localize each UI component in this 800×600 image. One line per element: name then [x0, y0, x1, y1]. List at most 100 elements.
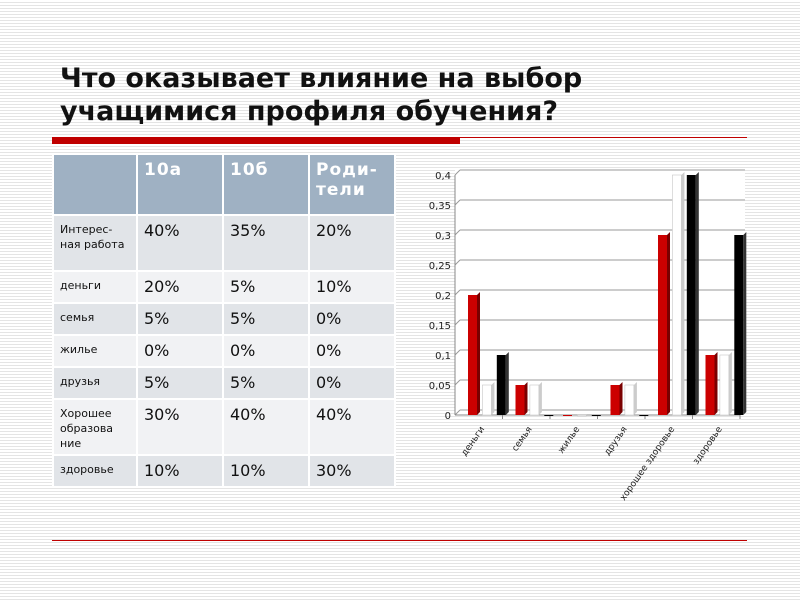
cell-value: 5% — [222, 302, 310, 336]
table-row: семья 5% 5% 0% — [52, 302, 396, 336]
data-table: 10а 10б Роди-тели Интерес-ная работа 40% 3… — [52, 153, 396, 488]
bar-side — [728, 352, 732, 415]
table-row: деньги 20% 5% 10% — [52, 270, 396, 304]
bar-side — [695, 172, 699, 415]
cell-value: 0% — [308, 302, 396, 336]
bar-10б-5 — [719, 354, 730, 416]
header-10a: 10а — [136, 153, 224, 216]
bar-chart: 0 0,05 0,1 0,15 0,2 0,25 0,3 0,35 0,4 деньги семья… — [429, 169, 747, 503]
cell-value: 0% — [222, 334, 310, 368]
header-empty — [52, 153, 138, 216]
bar-side — [538, 382, 542, 415]
cell-value: 5% — [136, 302, 224, 336]
y-tick-label: 0,35 — [429, 201, 451, 212]
bar-side — [743, 232, 747, 415]
cell-value: 0% — [308, 366, 396, 400]
cell-value: 40% — [222, 398, 310, 456]
cell-value: 40% — [136, 214, 224, 272]
cell-value: 10% — [222, 454, 310, 488]
footer-rule — [52, 540, 747, 541]
y-tick-label: 0,05 — [429, 381, 451, 392]
gridline-depth — [454, 319, 461, 326]
header-parents: Роди-тели — [308, 153, 396, 216]
y-tick-label: 0,4 — [435, 171, 451, 182]
row-label: жилье — [52, 334, 138, 368]
cell-value: 40% — [308, 398, 396, 456]
bar-Родители-3 — [639, 415, 649, 416]
gridline-depth — [454, 169, 461, 176]
row-label: деньги — [52, 270, 138, 304]
cell-value: 20% — [308, 214, 396, 272]
bar-10б-1 — [529, 384, 540, 416]
x-tick-label: жилье — [556, 425, 582, 456]
table-header-row: 10а 10б Роди-тели — [52, 153, 396, 216]
row-label: Интерес-ная работа — [52, 214, 138, 272]
gridline-depth — [454, 199, 461, 206]
x-tick-label: здоровье — [691, 425, 725, 467]
gridline-depth — [454, 259, 461, 266]
table-row: здоровье 10% 10% 30% — [52, 454, 396, 488]
gridline-depth — [454, 229, 461, 236]
x-tick-label: хорошее здоровье — [618, 425, 677, 503]
cell-value: 30% — [308, 454, 396, 488]
bar-side — [619, 382, 623, 415]
bar-Родители-4 — [686, 175, 696, 415]
bar-10а-1 — [515, 385, 525, 415]
gridline-depth — [454, 349, 461, 356]
cell-value: 0% — [308, 334, 396, 368]
x-tick-label: семья — [510, 425, 534, 454]
table-row: Хорошее образова ние 30% 40% 40% — [52, 398, 396, 456]
y-tick-label: 0,1 — [435, 351, 451, 362]
cell-value: 5% — [136, 366, 224, 400]
bar-side — [681, 172, 685, 415]
row-label: друзья — [52, 366, 138, 400]
bar-10а-3 — [610, 385, 620, 415]
gridline-depth — [454, 289, 461, 296]
y-tick-label: 0,25 — [429, 261, 451, 272]
bar-10б-0 — [482, 384, 492, 416]
title-accent-bar — [52, 137, 460, 144]
bar-10а-5 — [705, 355, 715, 415]
bar-10а-0 — [468, 295, 477, 415]
cell-value: 10% — [136, 454, 224, 488]
y-tick-label: 0,15 — [429, 321, 451, 332]
y-tick-label: 0,2 — [435, 291, 451, 302]
title-line-2: учащимися профиля обучения? — [60, 96, 559, 127]
row-label: здоровье — [52, 454, 138, 488]
bar-10б-2 — [577, 414, 587, 417]
row-label: Хорошее образова ние — [52, 398, 138, 456]
gridline-depth — [454, 379, 461, 386]
bar-side — [667, 232, 670, 415]
bar-side — [477, 292, 480, 415]
slide-title: Что оказывает влияние на выбор учащимися … — [60, 62, 582, 128]
bar-side — [524, 382, 528, 415]
bar-side — [714, 352, 718, 415]
table-row: жилье 0% 0% 0% — [52, 334, 396, 368]
bar-10а-4 — [658, 235, 667, 415]
bar-10б-4 — [672, 174, 682, 416]
bar-Родители-1 — [544, 415, 554, 416]
cell-value: 20% — [136, 270, 224, 304]
cell-value: 10% — [308, 270, 396, 304]
y-tick-label: 0,3 — [435, 231, 451, 242]
x-tick-label: деньги — [460, 425, 488, 458]
cell-value: 5% — [222, 366, 310, 400]
bar-10б-3 — [624, 384, 635, 416]
bar-Родители-5 — [734, 235, 744, 415]
bar-side — [633, 382, 637, 415]
x-tick-label: друзья — [603, 425, 630, 458]
table-row: Интерес-ная работа 40% 35% 20% — [52, 214, 396, 272]
bar-10а-2 — [563, 415, 572, 416]
cell-value: 0% — [136, 334, 224, 368]
cell-value: 30% — [136, 398, 224, 456]
header-10b: 10б — [222, 153, 310, 216]
gridline-depth — [454, 409, 461, 416]
cell-value: 5% — [222, 270, 310, 304]
bar-side — [505, 352, 509, 415]
table-row: друзья 5% 5% 0% — [52, 366, 396, 400]
y-tick-label: 0 — [445, 411, 451, 422]
bar-side — [491, 382, 495, 415]
bar-Родители-2 — [591, 415, 601, 416]
row-label: семья — [52, 302, 138, 336]
bar-Родители-0 — [496, 355, 506, 415]
